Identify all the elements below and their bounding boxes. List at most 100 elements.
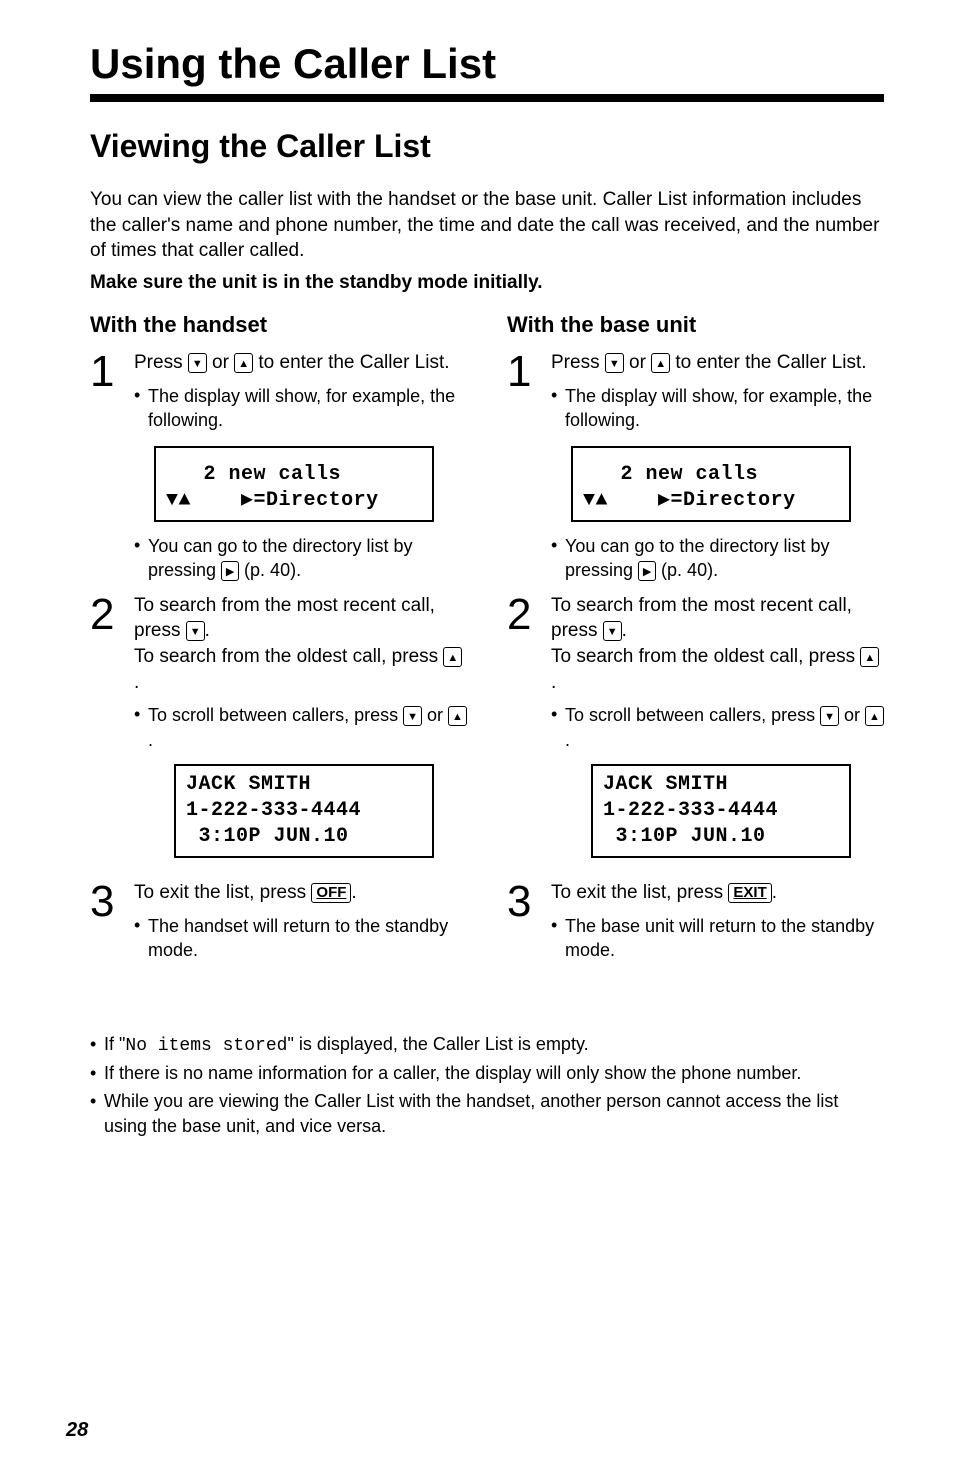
off-key: OFF	[311, 883, 351, 903]
step-number: 3	[90, 880, 134, 962]
text: .	[551, 672, 556, 693]
bullet-dot: •	[134, 384, 148, 433]
up-key-icon	[860, 647, 879, 667]
text: To exit the list, press	[551, 882, 728, 903]
step-number: 1	[90, 350, 134, 583]
bullet-dot: •	[90, 1032, 104, 1059]
bullet-text: You can go to the directory list by pres…	[565, 534, 884, 583]
lcd-display: JACK SMITH 1-222-333-4444 3:10P JUN.10	[591, 764, 851, 858]
lcd-line: 3:10P JUN.10	[603, 825, 766, 848]
up-key-icon	[865, 706, 884, 726]
step-number: 1	[507, 350, 551, 583]
note-text: If "No items stored" is displayed, the C…	[104, 1032, 884, 1059]
up-key-icon	[234, 353, 253, 373]
lcd-line: ▼▲ ▶=Directory	[166, 489, 379, 512]
base-step-1: 1 Press or to enter the Caller List. • T…	[507, 350, 884, 583]
step-body: Press or to enter the Caller List. • The…	[134, 350, 467, 583]
lcd-line: ▼▲ ▶=Directory	[583, 489, 796, 512]
step-number: 2	[90, 593, 134, 870]
text: .	[134, 672, 139, 693]
page-title: Using the Caller List	[90, 40, 884, 88]
bullet-text: The handset will return to the standby m…	[148, 914, 467, 963]
lcd-line: 2 new calls	[166, 463, 341, 486]
handset-heading: With the handset	[90, 312, 467, 338]
intro-paragraph: You can view the caller list with the ha…	[90, 187, 884, 264]
handset-step-2: 2 To search from the most recent call, p…	[90, 593, 467, 870]
text: to enter the Caller List.	[253, 352, 449, 373]
text: To exit the list, press	[134, 882, 311, 903]
step-body: To search from the most recent call, pre…	[551, 593, 884, 870]
up-key-icon	[448, 706, 467, 726]
exit-key: EXIT	[728, 883, 771, 903]
bullet-dot: •	[134, 914, 148, 963]
right-key-icon	[638, 561, 656, 581]
text: .	[772, 882, 777, 903]
bullet: • You can go to the directory list by pr…	[134, 534, 467, 583]
two-column-layout: With the handset 1 Press or to enter the…	[90, 312, 884, 972]
down-key-icon	[186, 621, 205, 641]
lcd-display: 2 new calls ▼▲ ▶=Directory	[154, 446, 434, 522]
down-key-icon	[188, 353, 207, 373]
text: .	[622, 620, 627, 641]
bullet-text: The display will show, for example, the …	[148, 384, 467, 433]
base-step-3: 3 To exit the list, press EXIT. • The ba…	[507, 880, 884, 962]
bullet-dot: •	[134, 534, 148, 583]
handset-step-1: 1 Press or to enter the Caller List. • T…	[90, 350, 467, 583]
bullet: • To scroll between callers, press or .	[551, 703, 884, 752]
base-column: With the base unit 1 Press or to enter t…	[507, 312, 884, 972]
right-key-icon	[221, 561, 239, 581]
step-number: 2	[507, 593, 551, 870]
intro-bold: Make sure the unit is in the standby mod…	[90, 272, 884, 294]
note: • If "No items stored" is displayed, the…	[90, 1032, 884, 1059]
step-body: To exit the list, press EXIT. • The base…	[551, 880, 884, 962]
note: • While you are viewing the Caller List …	[90, 1089, 884, 1139]
text: To search from the oldest call, press	[551, 646, 860, 667]
section-heading: Viewing the Caller List	[90, 128, 884, 165]
lcd-line: 1-222-333-4444	[603, 799, 778, 822]
step-body: To exit the list, press OFF. • The hands…	[134, 880, 467, 962]
base-heading: With the base unit	[507, 312, 884, 338]
note-text: If there is no name information for a ca…	[104, 1061, 884, 1086]
text: .	[205, 620, 210, 641]
lcd-line: JACK SMITH	[186, 773, 311, 796]
bullet: • The display will show, for example, th…	[551, 384, 884, 433]
note: • If there is no name information for a …	[90, 1061, 884, 1086]
bullet-text: The display will show, for example, the …	[565, 384, 884, 433]
bullet-text: You can go to the directory list by pres…	[148, 534, 467, 583]
handset-step-3: 3 To exit the list, press OFF. • The han…	[90, 880, 467, 962]
lcd-line: 1-222-333-4444	[186, 799, 361, 822]
footnotes: • If "No items stored" is displayed, the…	[90, 1032, 884, 1139]
bullet: • The display will show, for example, th…	[134, 384, 467, 433]
text: or	[624, 352, 651, 373]
up-key-icon	[443, 647, 462, 667]
down-key-icon	[605, 353, 624, 373]
down-key-icon	[403, 706, 422, 726]
down-key-icon	[820, 706, 839, 726]
bullet: • The handset will return to the standby…	[134, 914, 467, 963]
bullet-text: To scroll between callers, press or .	[148, 703, 467, 752]
text: Press	[551, 352, 605, 373]
bullet-dot: •	[551, 914, 565, 963]
down-key-icon	[603, 621, 622, 641]
lcd-display: 2 new calls ▼▲ ▶=Directory	[571, 446, 851, 522]
page-number: 28	[66, 1419, 88, 1442]
lcd-display: JACK SMITH 1-222-333-4444 3:10P JUN.10	[174, 764, 434, 858]
bullet: • To scroll between callers, press or .	[134, 703, 467, 752]
bullet-dot: •	[551, 384, 565, 433]
bullet-dot: •	[551, 534, 565, 583]
bullet-text: To scroll between callers, press or .	[565, 703, 884, 752]
handset-column: With the handset 1 Press or to enter the…	[90, 312, 467, 972]
step-number: 3	[507, 880, 551, 962]
manual-page: Using the Caller List Viewing the Caller…	[0, 0, 954, 1472]
text: To search from the oldest call, press	[134, 646, 443, 667]
bullet: • The base unit will return to the stand…	[551, 914, 884, 963]
bullet: • You can go to the directory list by pr…	[551, 534, 884, 583]
lcd-line: 3:10P JUN.10	[186, 825, 349, 848]
up-key-icon	[651, 353, 670, 373]
bullet-text: The base unit will return to the standby…	[565, 914, 884, 963]
text: .	[351, 882, 356, 903]
text: or	[207, 352, 234, 373]
bullet-dot: •	[551, 703, 565, 752]
step-body: To search from the most recent call, pre…	[134, 593, 467, 870]
bullet-dot: •	[134, 703, 148, 752]
